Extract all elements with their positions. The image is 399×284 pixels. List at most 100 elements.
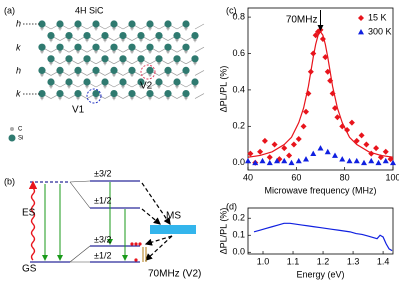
y-axis-label: ΔPL/PL (%): [218, 66, 228, 113]
y-axis-label: ΔPL/PL (%): [218, 208, 228, 255]
x-tick-label: 60: [291, 172, 301, 182]
ms-label: MS: [166, 211, 181, 222]
silicon: [146, 66, 154, 74]
silicon: [182, 90, 190, 98]
fit-line: [247, 30, 394, 158]
x-tick-label: 40: [243, 172, 253, 182]
triangle-marker: [375, 159, 382, 166]
diamond-marker: [247, 150, 254, 157]
stacking-label: k: [16, 42, 21, 52]
silicon: [38, 66, 46, 74]
diamond-marker: [286, 152, 293, 159]
lattice: [38, 20, 205, 101]
silicon: [128, 66, 136, 74]
diamond-marker: [290, 141, 297, 148]
diamond-marker: [348, 119, 355, 126]
legend-label: 15 K: [368, 12, 387, 22]
silicon: [56, 90, 64, 98]
silicon: [191, 31, 199, 40]
legend-label: C: [18, 127, 23, 133]
silicon: [173, 31, 181, 40]
y-tick-label: 0.1: [232, 230, 245, 240]
silicon: [56, 66, 64, 74]
silicon: [137, 55, 145, 63]
triangle-marker: [281, 157, 288, 164]
legend-label: 300 K: [368, 26, 392, 36]
silicon: [92, 90, 100, 98]
silicon: [173, 78, 181, 86]
silicon: [56, 20, 64, 28]
diamond-marker: [261, 137, 268, 144]
silicon: [119, 55, 127, 63]
panel-label: (a): [4, 5, 15, 15]
diamond-marker: [358, 132, 365, 139]
y-tick-label: 0.8: [232, 11, 245, 21]
x-axis-label: Energy (eV): [296, 269, 344, 279]
triangle-marker: [368, 157, 375, 164]
v2-marker: [140, 64, 156, 80]
triangle-marker: [252, 159, 259, 166]
silicon: [74, 20, 82, 28]
silicon: [128, 43, 136, 51]
triangle-marker: [324, 148, 331, 155]
silicon: [74, 66, 82, 74]
silicon: [65, 78, 73, 86]
y-tick-label: 0.0: [232, 157, 245, 167]
legend-c: [10, 127, 14, 131]
silicon: [38, 90, 46, 98]
silicon: [65, 55, 73, 63]
triangle-marker: [390, 159, 396, 166]
excitation-arrow: [28, 180, 38, 261]
silicon: [74, 43, 82, 51]
triangle-marker: [274, 157, 280, 164]
spectrum-line: [253, 222, 393, 252]
sublevel-label: ±3/2: [94, 234, 111, 244]
bond: [194, 46, 205, 53]
silicon: [155, 55, 163, 63]
silicon: [164, 90, 172, 98]
y-tick-label: 0.0: [232, 247, 245, 257]
triangle-marker: [332, 152, 338, 158]
silicon: [92, 43, 100, 51]
diamond-marker: [322, 54, 329, 61]
silicon: [119, 78, 127, 86]
silicon: [47, 55, 55, 63]
triangle-marker: [310, 150, 317, 157]
silicon: [110, 66, 118, 74]
y-tick-label: 0.6: [232, 48, 245, 58]
diamond-marker: [281, 145, 288, 152]
stacking-label: h: [16, 65, 21, 75]
silicon: [101, 78, 109, 86]
x-tick-label: 1.3: [347, 256, 360, 266]
silicon: [110, 20, 118, 28]
defect-label: V1: [72, 105, 85, 116]
stacking-label: h: [16, 18, 21, 28]
diamond-marker: [303, 108, 309, 115]
legend-si: [8, 134, 16, 142]
triangle-marker: [353, 157, 360, 164]
silicon: [92, 20, 100, 28]
x-tick-label: 80: [340, 172, 350, 182]
silicon: [110, 43, 118, 51]
silicon: [74, 90, 82, 98]
silicon: [56, 43, 64, 51]
diamond-marker: [324, 68, 331, 75]
silicon: [128, 90, 136, 98]
annotation: 70MHz: [286, 15, 318, 26]
bond: [194, 93, 205, 99]
triangle-marker: [245, 157, 251, 164]
plot-frame: [247, 207, 394, 255]
defect-label: V2: [140, 81, 153, 92]
x-tick-label: 1.2: [317, 256, 330, 266]
transition-label: 70MHz (V2): [148, 269, 201, 280]
plot-frame: [247, 7, 394, 171]
silicon: [47, 31, 55, 40]
legend-label: Si: [18, 136, 23, 142]
diamond-marker: [373, 145, 380, 152]
mw-transition: [142, 247, 147, 262]
silicon: [92, 66, 100, 74]
silicon: [164, 43, 172, 51]
triangle-marker: [361, 159, 367, 166]
silicon: [83, 55, 91, 63]
silicon: [146, 90, 154, 98]
